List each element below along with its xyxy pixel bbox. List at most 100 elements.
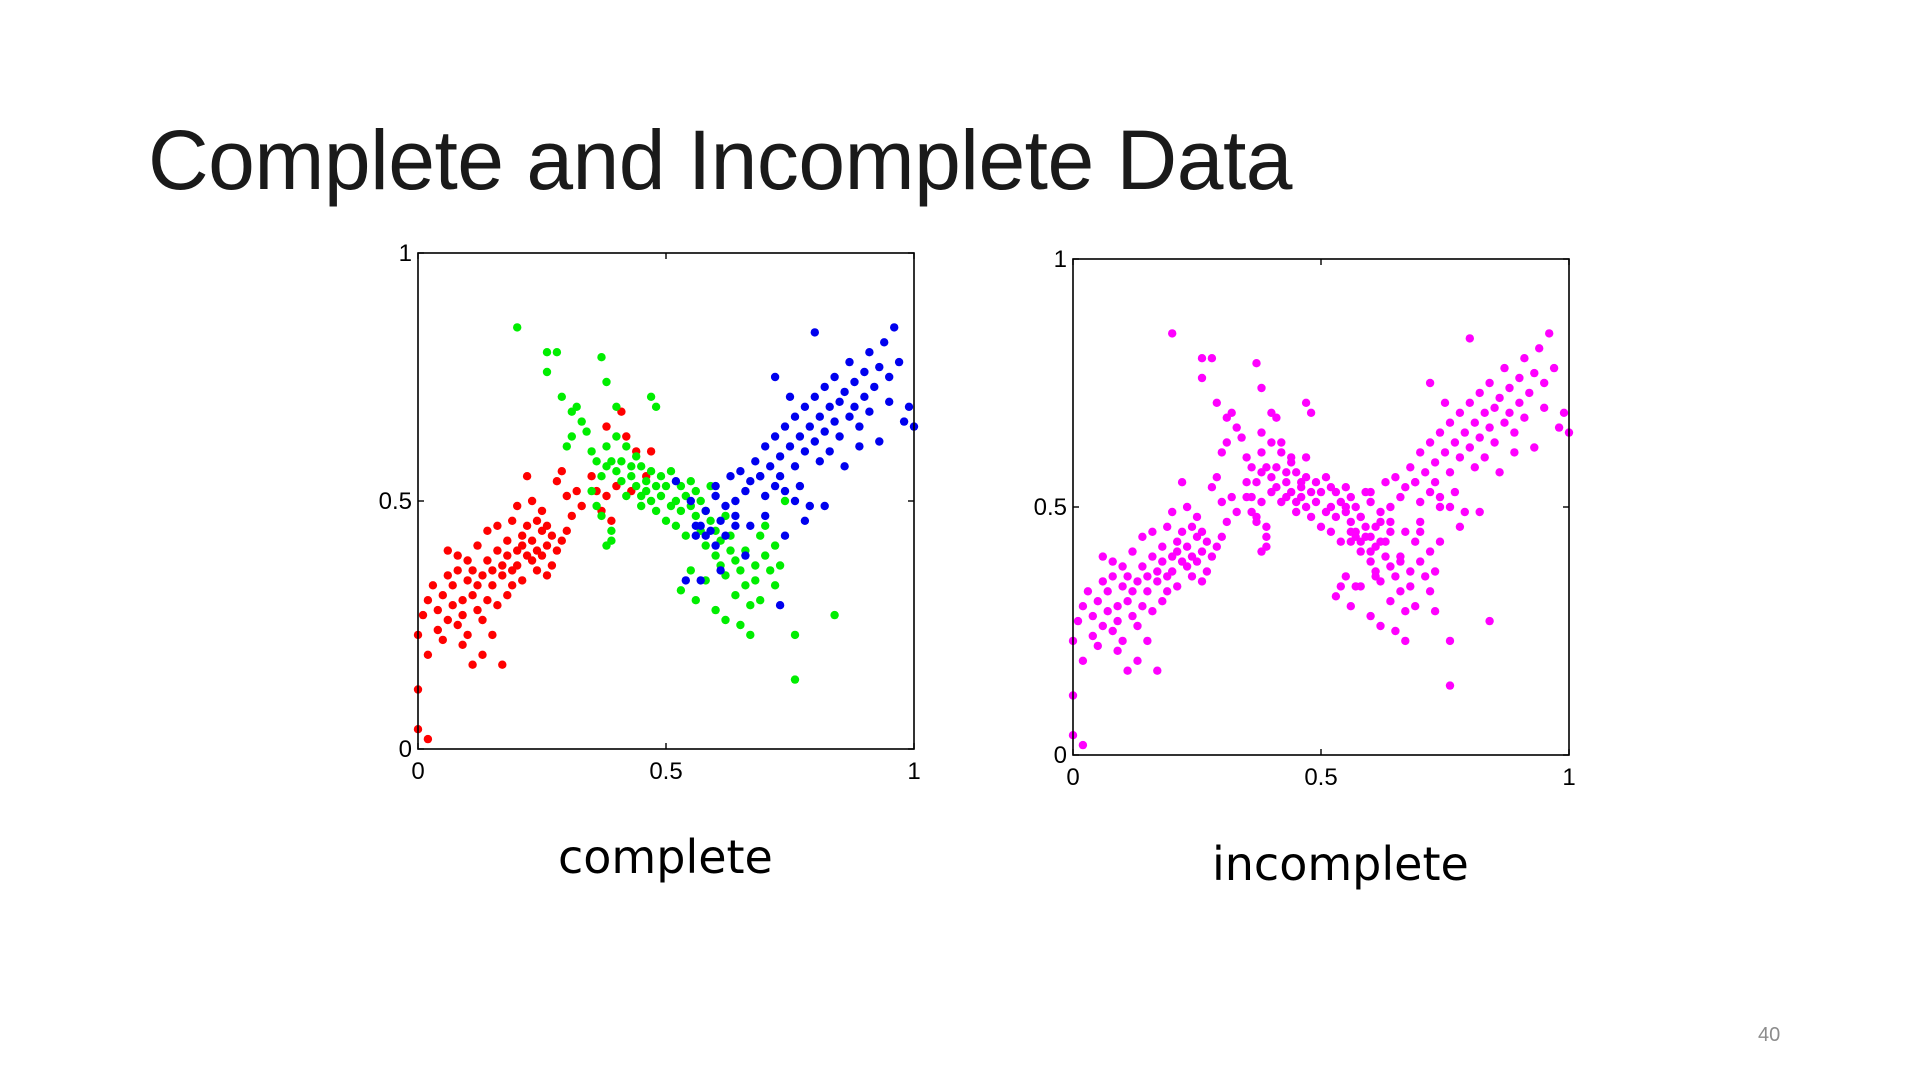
data-point [468,591,476,599]
data-point [1495,394,1503,402]
data-point [563,442,571,450]
data-point [1332,513,1340,521]
data-point [1183,562,1191,570]
data-point [573,487,581,495]
data-point [607,527,615,535]
data-point [1153,667,1161,675]
data-point [1302,399,1310,407]
data-point [1188,572,1196,580]
data-point [726,472,734,480]
data-point [1089,612,1097,620]
data-point [473,581,481,589]
data-point [761,492,769,500]
data-point [622,492,630,500]
data-point [682,576,690,584]
data-point [865,348,873,356]
data-point [617,477,625,485]
data-point [434,606,442,614]
data-point [493,546,501,554]
data-point [806,502,814,510]
data-point [1490,438,1498,446]
data-point [538,551,546,559]
data-point [1242,478,1250,486]
data-point [1228,493,1236,501]
data-point [1327,483,1335,491]
data-point [1530,443,1538,451]
data-point [1173,582,1181,590]
data-point [1113,647,1121,655]
data-point [513,323,521,331]
data-point [1302,503,1310,511]
data-point [657,472,665,480]
data-point [1530,369,1538,377]
data-point [697,497,705,505]
data-point [473,606,481,614]
data-point [1123,572,1131,580]
data-point [1366,557,1374,565]
data-point [1252,518,1260,526]
data-point [761,522,769,530]
data-point [840,388,848,396]
data-point [771,482,779,490]
data-point [1109,557,1117,565]
data-point [1451,488,1459,496]
data-point [1535,344,1543,352]
data-point [677,586,685,594]
data-point [1510,448,1518,456]
data-point [627,472,635,480]
data-point [1332,592,1340,600]
x-tick-label: 0 [1066,764,1079,791]
data-point [677,507,685,515]
x-tick-label: 0.5 [1304,764,1337,791]
data-point [573,403,581,411]
data-point [1461,508,1469,516]
data-point [1252,359,1260,367]
data-point [1109,627,1117,635]
data-point [1476,433,1484,441]
data-point [1431,607,1439,615]
data-point [865,408,873,416]
data-point [578,417,586,425]
data-point [513,502,521,510]
data-point [1436,428,1444,436]
data-point [711,551,719,559]
data-point [553,546,561,554]
data-point [895,358,903,366]
data-point [597,353,605,361]
data-point [1396,493,1404,501]
data-point [528,497,536,505]
data-point [1485,423,1493,431]
data-point [1411,538,1419,546]
data-point [602,492,610,500]
data-point [801,517,809,525]
data-point [855,422,863,430]
data-point [830,611,838,619]
data-point [771,432,779,440]
data-point [702,541,710,549]
data-point [1198,547,1206,555]
data-point [439,636,447,644]
data-point [1223,518,1231,526]
data-point [1099,577,1107,585]
data-point [548,532,556,540]
data-point [1133,577,1141,585]
data-point [439,591,447,599]
data-point [1267,438,1275,446]
data-point [1277,438,1285,446]
y-tick-label: 0.5 [1034,494,1067,521]
data-point [796,482,804,490]
data-point [1168,508,1176,516]
data-point [781,497,789,505]
data-point [1471,463,1479,471]
data-point [692,596,700,604]
data-point [1431,458,1439,466]
data-point [1456,409,1464,417]
data-point [855,442,863,450]
data-point [746,522,754,530]
data-point [1446,637,1454,645]
data-point [875,363,883,371]
y-tick-label: 0 [399,736,412,763]
data-point [1347,493,1355,501]
data-point [429,581,437,589]
data-point [652,482,660,490]
